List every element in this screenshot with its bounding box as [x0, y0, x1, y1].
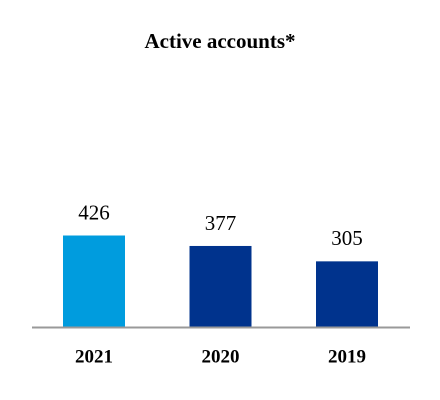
bar: [189, 245, 252, 327]
value-label: 305: [331, 226, 363, 250]
value-label: 377: [205, 211, 237, 235]
bar: [316, 261, 378, 327]
chart-title: Active accounts*: [144, 29, 295, 53]
x-tick-label: 2020: [202, 346, 240, 367]
value-label: 426: [78, 200, 110, 224]
x-tick-label: 2021: [75, 346, 113, 367]
x-tick-label: 2019: [328, 346, 366, 367]
bar: [63, 235, 125, 327]
